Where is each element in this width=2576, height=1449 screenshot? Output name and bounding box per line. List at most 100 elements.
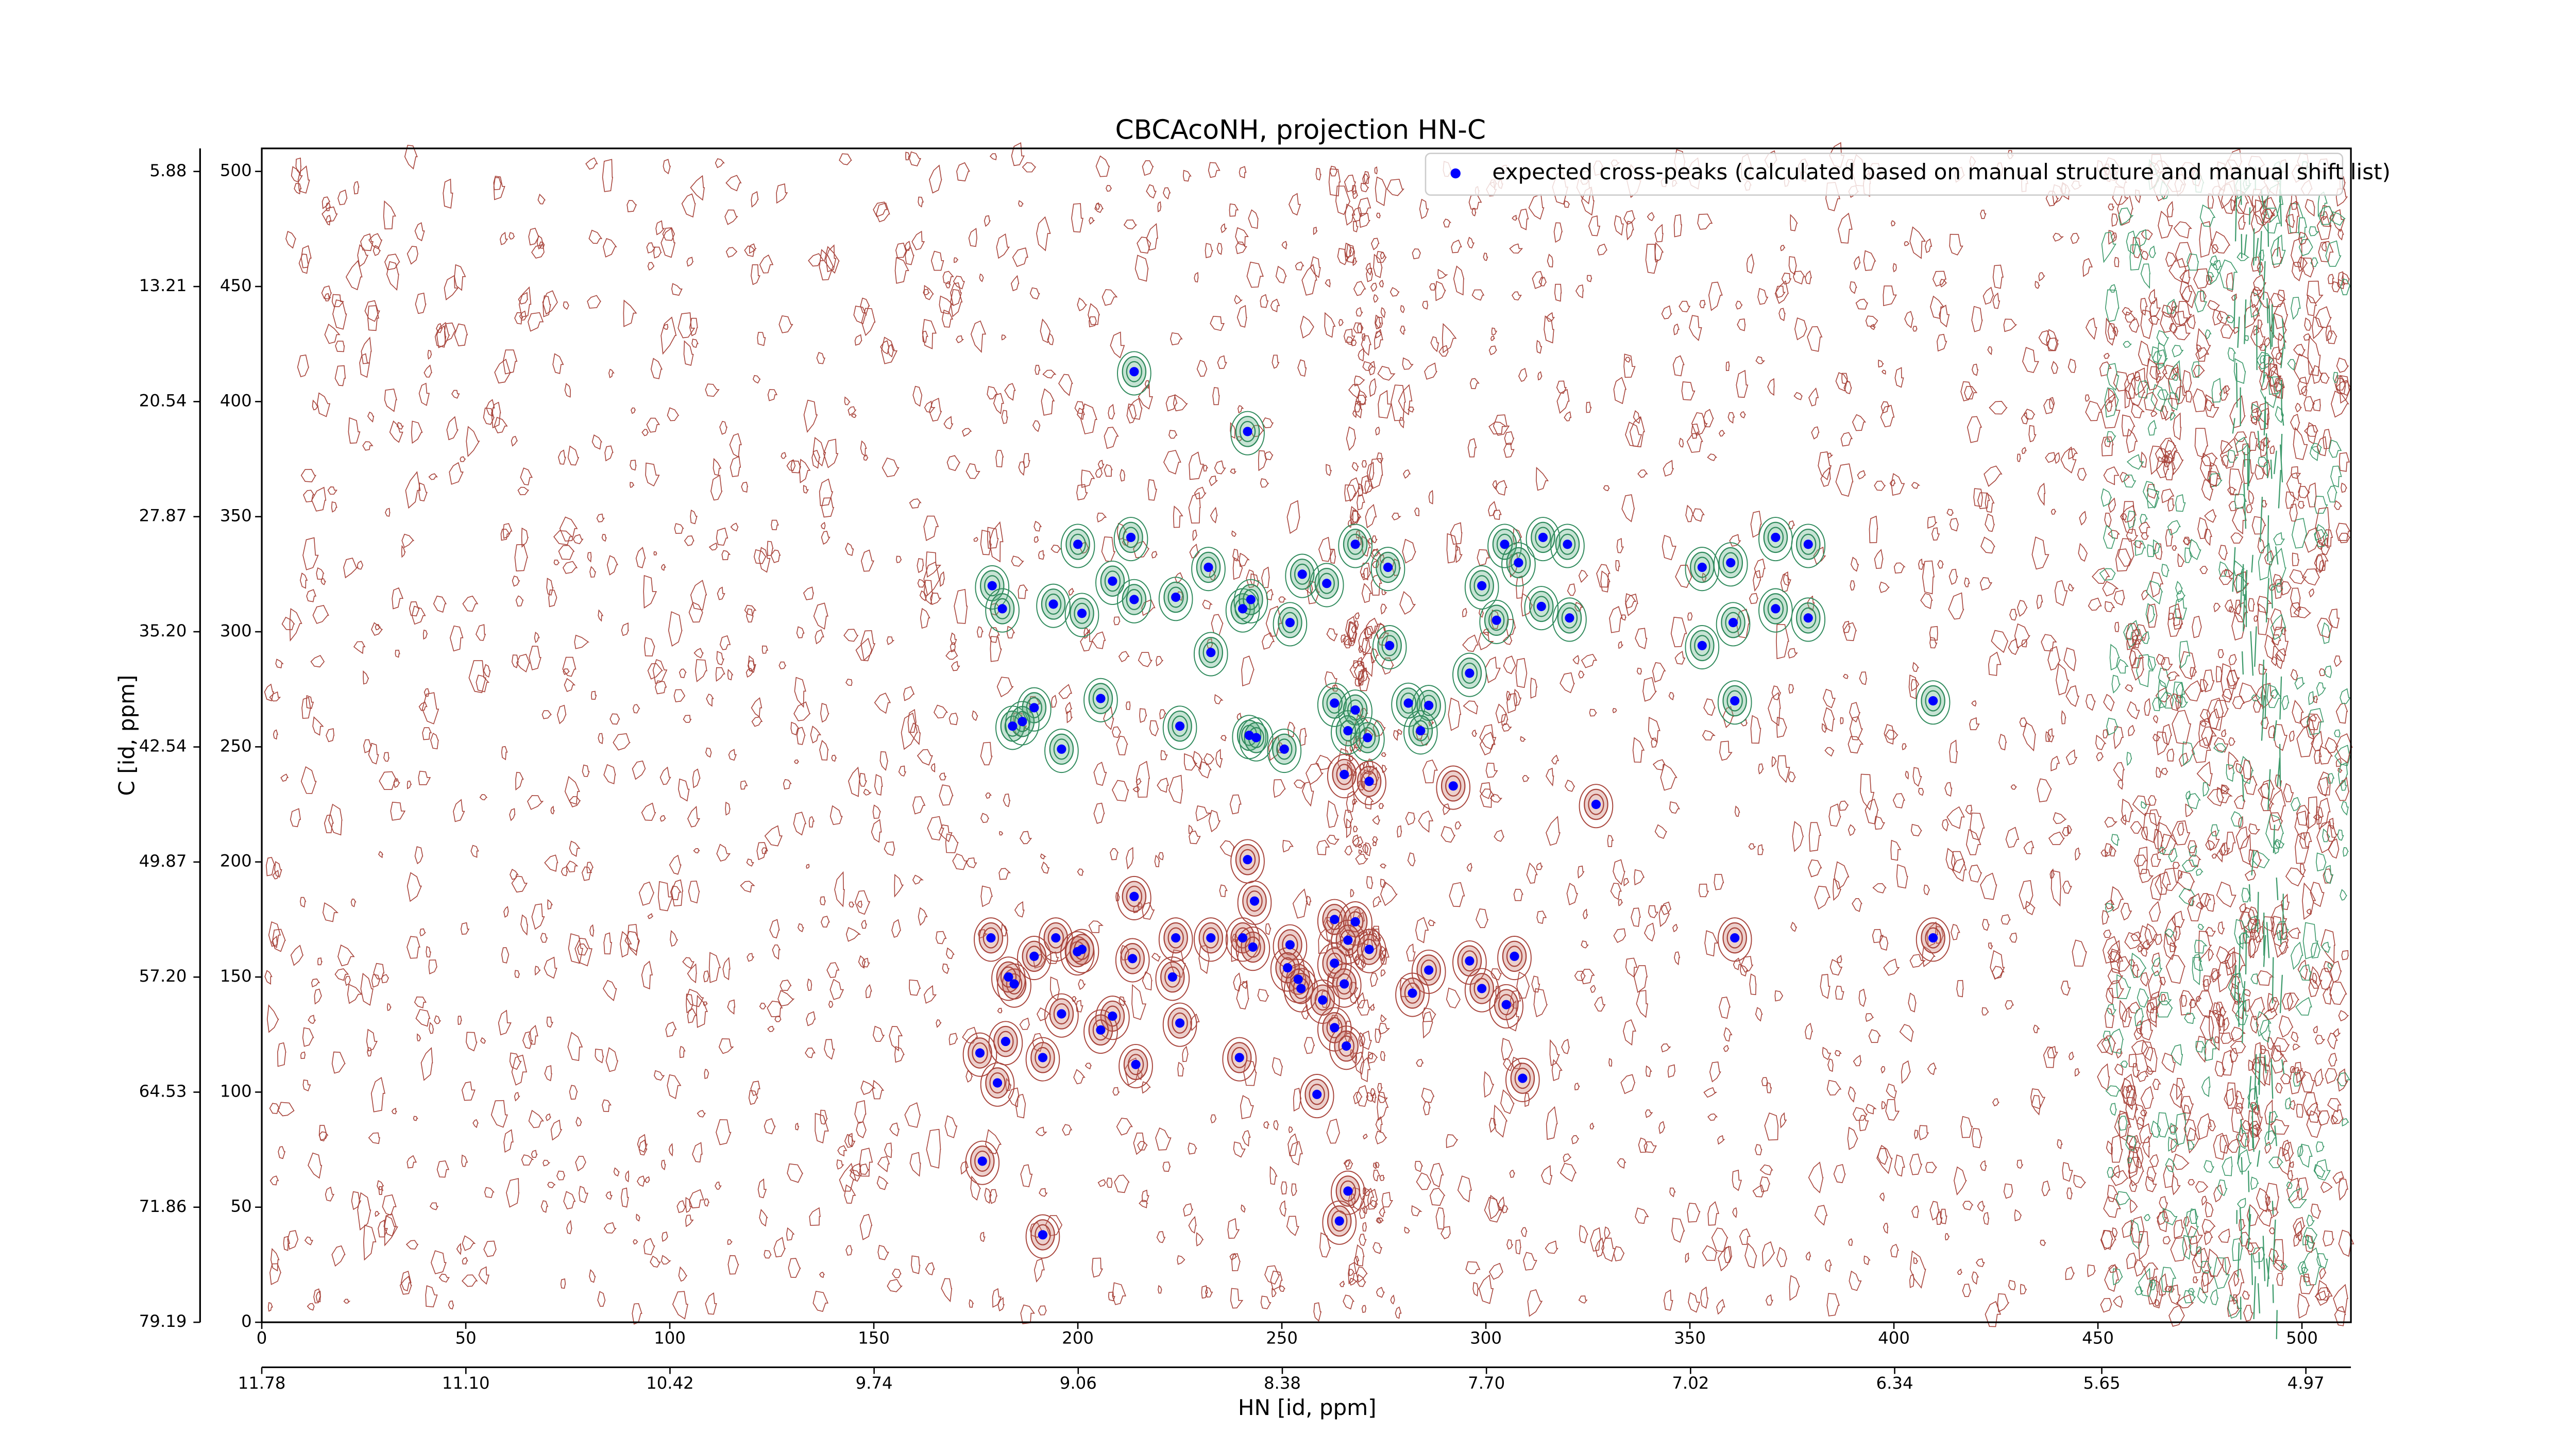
noise-contour — [623, 299, 637, 327]
data-point — [1206, 933, 1216, 943]
noise-contour — [1265, 605, 1282, 637]
noise-contour — [2297, 1145, 2303, 1157]
data-point — [1424, 700, 1434, 711]
noise-contour — [1870, 324, 1876, 330]
noise-contour — [839, 1162, 856, 1192]
noise-contour — [2099, 568, 2116, 581]
noise-contour — [2242, 1290, 2250, 1300]
noise-contour — [324, 324, 341, 344]
data-point — [1408, 988, 1417, 998]
noise-streak — [2281, 407, 2284, 426]
noise-contour — [2139, 1123, 2153, 1143]
noise-contour — [1066, 711, 1073, 723]
noise-contour — [1912, 767, 1922, 787]
noise-contour — [2308, 588, 2315, 598]
noise-contour — [722, 957, 731, 981]
peak-contour — [1083, 1009, 1118, 1054]
noise-contour — [300, 766, 317, 794]
noise-contour — [462, 1257, 468, 1265]
noise-contour — [1015, 1093, 1026, 1119]
noise-contour — [2321, 241, 2327, 252]
noise-contour — [343, 558, 359, 579]
noise-contour — [1137, 237, 1151, 254]
data-point — [1340, 979, 1349, 989]
noise-contour — [2226, 1138, 2241, 1153]
noise-contour — [2273, 923, 2289, 958]
noise-contour — [1586, 401, 1592, 413]
noise-contour — [1189, 830, 1201, 845]
noise-contour — [2293, 344, 2306, 357]
noise-contour — [1883, 285, 1897, 307]
noise-contour — [1354, 401, 1361, 413]
noise-contour — [1355, 954, 1365, 971]
data-point — [977, 1156, 987, 1166]
noise-contour — [494, 359, 512, 384]
data-point — [1928, 696, 1938, 706]
noise-contour — [514, 312, 523, 325]
noise-contour — [749, 243, 757, 254]
noise-contour — [1624, 357, 1631, 363]
noise-contour — [1399, 977, 1414, 997]
noise-contour — [1471, 729, 1478, 737]
noise-contour — [671, 879, 684, 906]
noise-contour — [1523, 1252, 1537, 1271]
noise-contour — [2283, 783, 2294, 802]
noise-contour — [1360, 1057, 1371, 1083]
noise-contour — [561, 866, 568, 877]
noise-contour — [1794, 317, 1807, 341]
noise-contour — [2267, 992, 2277, 1012]
noise-contour — [1287, 721, 1296, 737]
noise-contour — [384, 389, 397, 412]
noise-contour — [1703, 1087, 1718, 1098]
data-point — [1175, 721, 1185, 731]
noise-contour — [1416, 1058, 1424, 1067]
noise-contour — [1149, 720, 1159, 737]
noise-contour — [1834, 1050, 1842, 1056]
noise-contour — [1926, 921, 1938, 947]
noise-contour — [2260, 796, 2275, 812]
noise-contour — [1927, 1062, 1937, 1075]
y-tick-label: 450 — [220, 276, 252, 295]
noise-contour — [2243, 759, 2252, 780]
noise-contour — [308, 1152, 323, 1179]
noise-contour — [277, 1042, 286, 1067]
noise-contour — [650, 358, 663, 379]
noise-contour — [925, 1262, 935, 1275]
noise-streak — [2232, 547, 2236, 592]
noise-contour — [1123, 219, 1138, 230]
noise-contour — [2202, 782, 2210, 797]
noise-contour — [509, 232, 515, 240]
noise-contour — [2149, 445, 2166, 475]
noise-contour — [1365, 503, 1377, 529]
noise-contour — [1729, 534, 1741, 547]
noise-contour — [1920, 593, 1933, 609]
noise-contour — [1438, 345, 1449, 357]
noise-contour — [2086, 694, 2096, 711]
peak-contour — [1239, 717, 1274, 762]
noise-contour — [501, 947, 510, 964]
noise-streak — [2248, 1076, 2252, 1109]
noise-contour — [436, 322, 450, 348]
noise-contour — [1635, 1207, 1649, 1224]
noise-contour — [2270, 1119, 2290, 1135]
noise-contour — [753, 549, 767, 564]
peak-contour — [1473, 575, 1490, 597]
noise-contour — [2169, 323, 2178, 334]
noise-contour — [939, 772, 947, 781]
noise-contour — [693, 648, 704, 659]
noise-contour — [860, 1080, 876, 1096]
noise-contour — [845, 1245, 853, 1256]
noise-contour — [630, 482, 635, 488]
noise-contour — [826, 962, 840, 978]
noise-contour — [605, 1191, 613, 1200]
noise-contour — [2160, 311, 2175, 333]
noise-contour — [654, 1070, 665, 1081]
noise-contour — [1524, 1093, 1530, 1107]
noise-contour — [1278, 596, 1286, 603]
noise-contour — [2178, 869, 2183, 880]
noise-contour — [1354, 1051, 1365, 1075]
noise-contour — [325, 214, 332, 226]
noise-contour — [2208, 1119, 2216, 1132]
peak-contour — [1487, 524, 1522, 568]
noise-contour — [2141, 801, 2147, 809]
